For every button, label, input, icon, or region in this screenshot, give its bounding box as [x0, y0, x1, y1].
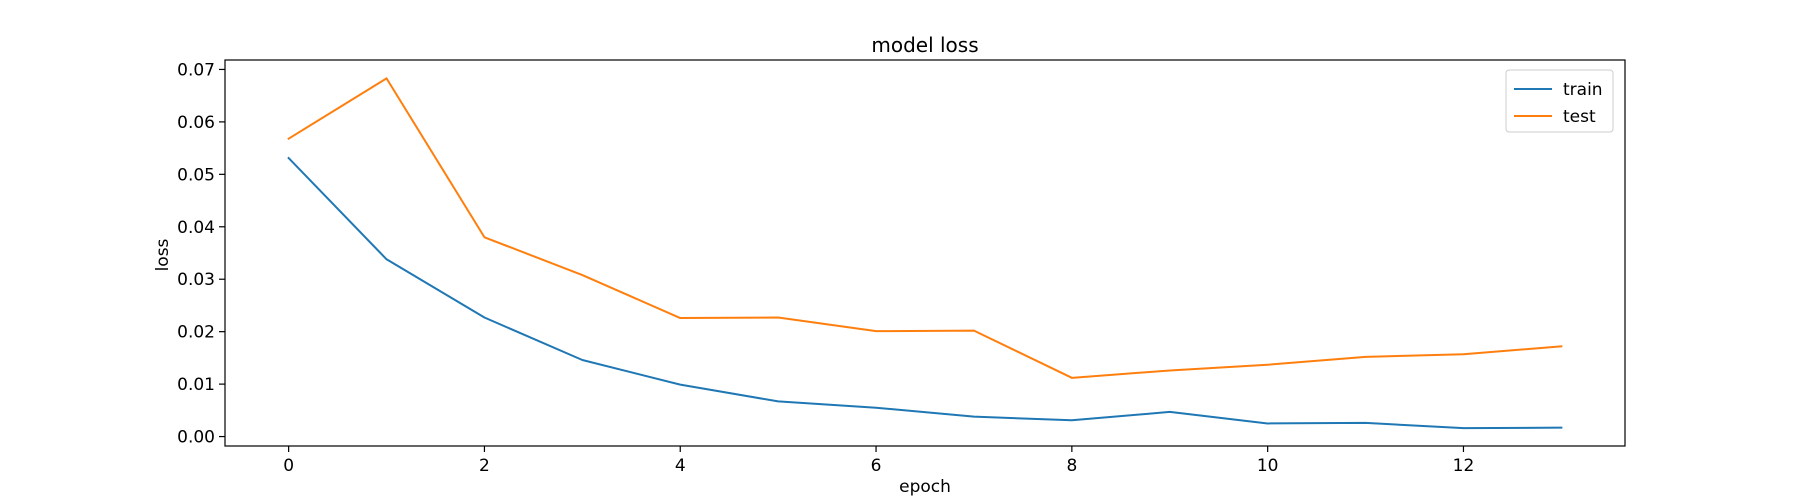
- series-line-train: [287, 156, 1563, 430]
- x-axis-label: epoch: [899, 477, 951, 497]
- y-tick-label: 0.07: [177, 60, 215, 80]
- x-tick-label: 10: [1257, 456, 1279, 476]
- legend-label-test: test: [1563, 107, 1596, 127]
- legend: train test: [1505, 69, 1614, 133]
- x-tick-label: 2: [479, 456, 490, 476]
- y-tick-label: 0.03: [177, 270, 215, 290]
- legend-label-train: train: [1563, 80, 1603, 100]
- y-tick-label: 0.02: [177, 323, 215, 343]
- x-tick-label: 0: [283, 456, 294, 476]
- y-tick-label: 0.04: [177, 218, 215, 238]
- series-line-test: [287, 77, 1563, 379]
- plot-area: 0 2 4 6 8 10 12 0.00 0.01 0.02 0.03 0.04 0.05 0.06 0.0…: [177, 59, 1626, 476]
- y-axis-label: loss: [153, 238, 173, 271]
- y-tick-label: 0.05: [177, 165, 215, 185]
- x-tick-label: 12: [1453, 456, 1475, 476]
- y-tick-label: 0.00: [177, 428, 215, 448]
- axes-frame: [224, 59, 1626, 447]
- x-tick-label: 6: [871, 456, 882, 476]
- x-tick-label: 4: [675, 456, 686, 476]
- y-tick-label: 0.06: [177, 113, 215, 133]
- y-tick-label: 0.01: [177, 375, 215, 395]
- x-tick-label: 8: [1066, 456, 1077, 476]
- chart-title: model loss: [871, 33, 978, 57]
